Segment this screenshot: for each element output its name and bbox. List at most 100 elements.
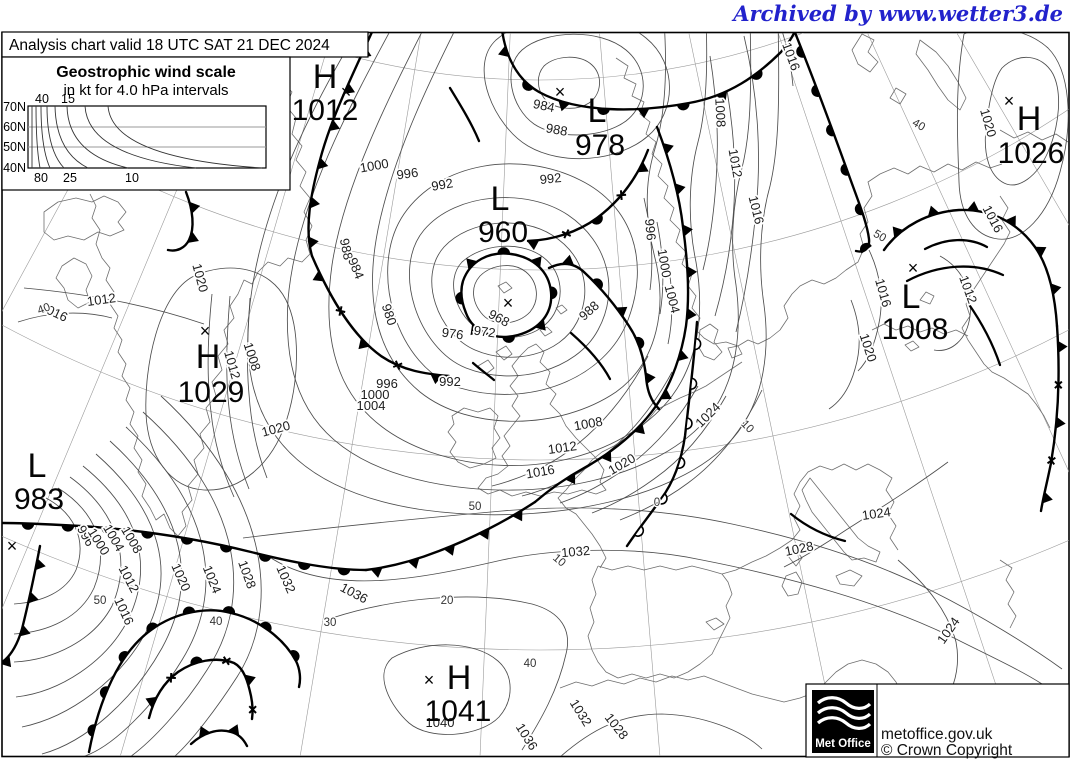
coast-kola bbox=[999, 129, 1069, 143]
cold-front-triangle-icon bbox=[716, 91, 728, 103]
coast-iceland bbox=[43, 195, 127, 241]
isobar-label: 992 bbox=[439, 374, 461, 389]
pressure-center-cross-icon: × bbox=[200, 321, 211, 341]
warm-front-semicircle-icon bbox=[676, 102, 690, 111]
cold-front-small-arc bbox=[189, 729, 249, 748]
coast-denmark bbox=[697, 323, 743, 361]
pressure-system-value: 1012 bbox=[292, 94, 359, 127]
coast-italy-balkans bbox=[791, 463, 899, 551]
upper-front-open-semicircle-icon bbox=[684, 417, 693, 430]
graticule-label: 40 bbox=[36, 301, 52, 317]
cold-front-triangle-icon bbox=[1050, 283, 1062, 296]
pressure-center-cross-icon: × bbox=[1004, 91, 1015, 111]
wind-scale-bottom-label: 80 bbox=[34, 171, 48, 185]
wind-scale-lat-label: 70N bbox=[3, 100, 26, 114]
warm-front-semicircle-icon bbox=[455, 291, 464, 305]
front-symbols bbox=[199, 724, 240, 738]
warm-front-semicircle-icon bbox=[811, 84, 821, 97]
front-symbols bbox=[145, 656, 257, 714]
chart-title: Analysis chart valid 18 UTC SAT 21 DEC 2… bbox=[9, 37, 330, 54]
isobar-label: 1012 bbox=[86, 290, 117, 309]
front-symbols bbox=[370, 510, 523, 578]
wind-scale-subtitle: in kt for 4.0 hPa intervals bbox=[63, 82, 228, 99]
cold-front-norway-northsea bbox=[533, 125, 690, 504]
cold-front-triangle-icon bbox=[674, 183, 686, 195]
warm-front-semicircle-icon bbox=[21, 522, 35, 530]
front-symbols bbox=[527, 161, 649, 251]
upper-front-open-semicircle-icon bbox=[633, 525, 645, 537]
front-symbols bbox=[187, 201, 201, 243]
warm-front-semicircle-icon bbox=[61, 524, 75, 532]
metoffice-footer: Met Office metoffice.gov.uk © Crown Copy… bbox=[805, 683, 1070, 759]
warm-front-semicircle-icon bbox=[796, 45, 806, 58]
cold-front-triangle-icon bbox=[19, 624, 31, 637]
pressure-system-letter: H bbox=[196, 338, 221, 376]
cold-front-triangle-icon bbox=[1057, 340, 1068, 353]
isobar-label: 1008 bbox=[573, 414, 604, 434]
pressure-system-letter: L bbox=[28, 447, 47, 485]
warm-front-semicircle-icon bbox=[591, 278, 603, 290]
isobar-label: 1032 bbox=[561, 543, 591, 560]
frontolysis-cross-icon bbox=[248, 705, 257, 714]
wind-scale-lat-label: 50N bbox=[3, 140, 26, 154]
pressure-center-cross-icon: × bbox=[503, 293, 514, 313]
isobar-label: 1012 bbox=[726, 148, 746, 179]
warm-front-semicircle-icon bbox=[826, 123, 836, 137]
cold-front-triangle-icon bbox=[244, 674, 256, 686]
pressure-center-cross-icon: × bbox=[7, 536, 18, 556]
front-symbols bbox=[562, 254, 656, 385]
pressure-system-value: 983 bbox=[14, 483, 64, 516]
warm-front-semicircle-icon bbox=[634, 336, 645, 350]
warm-front-semicircle-icon bbox=[101, 526, 115, 535]
isobar-label: 976 bbox=[441, 325, 465, 343]
warm-front-semicircle-icon bbox=[860, 242, 872, 254]
occluded-front-northsea-spur bbox=[547, 262, 661, 411]
front-symbols bbox=[312, 270, 443, 385]
warm-front-semicircle-icon bbox=[522, 79, 534, 91]
wind-scale-tick-labels: 70N 60N 50N 40N 40 15 80 25 10 bbox=[3, 92, 139, 185]
pressure-system-letter: H bbox=[447, 659, 472, 697]
cold-front-triangle-icon bbox=[967, 201, 980, 212]
pressure-system-value: 1008 bbox=[882, 313, 949, 346]
isobar-label: 1012 bbox=[547, 438, 578, 457]
front-symbols bbox=[87, 606, 300, 737]
frontolysis-cross-icon bbox=[561, 229, 572, 239]
cold-front-triangle-icon bbox=[312, 270, 324, 282]
crown-copyright: © Crown Copyright bbox=[881, 742, 1013, 759]
cold-front-triangle-icon bbox=[662, 143, 674, 155]
cold-front-triangle-icon bbox=[637, 108, 650, 119]
warm-front-semicircle-icon bbox=[259, 553, 272, 562]
pressure-system-letter: L bbox=[491, 180, 510, 218]
pressure-system-value: 1041 bbox=[425, 695, 492, 728]
upper-front-open-semicircle-icon bbox=[693, 337, 702, 351]
coast-nw-europe bbox=[557, 361, 743, 569]
warm-front-semicircle-icon bbox=[99, 686, 110, 699]
frontolysis-cross-icon bbox=[616, 190, 627, 201]
trough-lines bbox=[448, 86, 1005, 543]
pressure-system-letter: H bbox=[1017, 100, 1042, 138]
isobar-label: 992 bbox=[539, 170, 562, 187]
wind-scale-curves bbox=[31, 105, 263, 169]
cold-front-triangle-icon bbox=[600, 451, 612, 463]
cold-front-low983 bbox=[2, 544, 42, 664]
front-symbols bbox=[2, 558, 46, 668]
frontolysis-cross-icon bbox=[1046, 455, 1056, 465]
warm-front-semicircle-icon bbox=[222, 606, 236, 615]
warm-front-semicircle-icon bbox=[180, 536, 194, 545]
wind-scale-top-label: 15 bbox=[61, 92, 75, 106]
coast-italy-boot bbox=[801, 477, 881, 563]
cold-front-biscay bbox=[364, 500, 537, 572]
graticule-label: 20 bbox=[441, 595, 454, 607]
warm-front-semicircle-icon bbox=[597, 107, 610, 115]
graticule-label: 50 bbox=[94, 595, 107, 607]
isobar-label: 996 bbox=[642, 218, 659, 241]
cold-front-triangle-icon bbox=[187, 231, 199, 243]
cold-front-triangle-icon bbox=[35, 558, 46, 571]
warm-front-semicircle-icon bbox=[497, 247, 511, 255]
isobar-label: 972 bbox=[473, 323, 497, 341]
cold-front-triangle-icon bbox=[686, 308, 697, 321]
cold-front-triangle-icon bbox=[645, 372, 656, 385]
isobar-label: 988 bbox=[337, 237, 356, 261]
wind-scale-bottom-label: 10 bbox=[125, 171, 139, 185]
